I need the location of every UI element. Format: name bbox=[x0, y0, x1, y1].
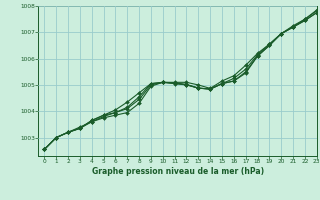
X-axis label: Graphe pression niveau de la mer (hPa): Graphe pression niveau de la mer (hPa) bbox=[92, 167, 264, 176]
